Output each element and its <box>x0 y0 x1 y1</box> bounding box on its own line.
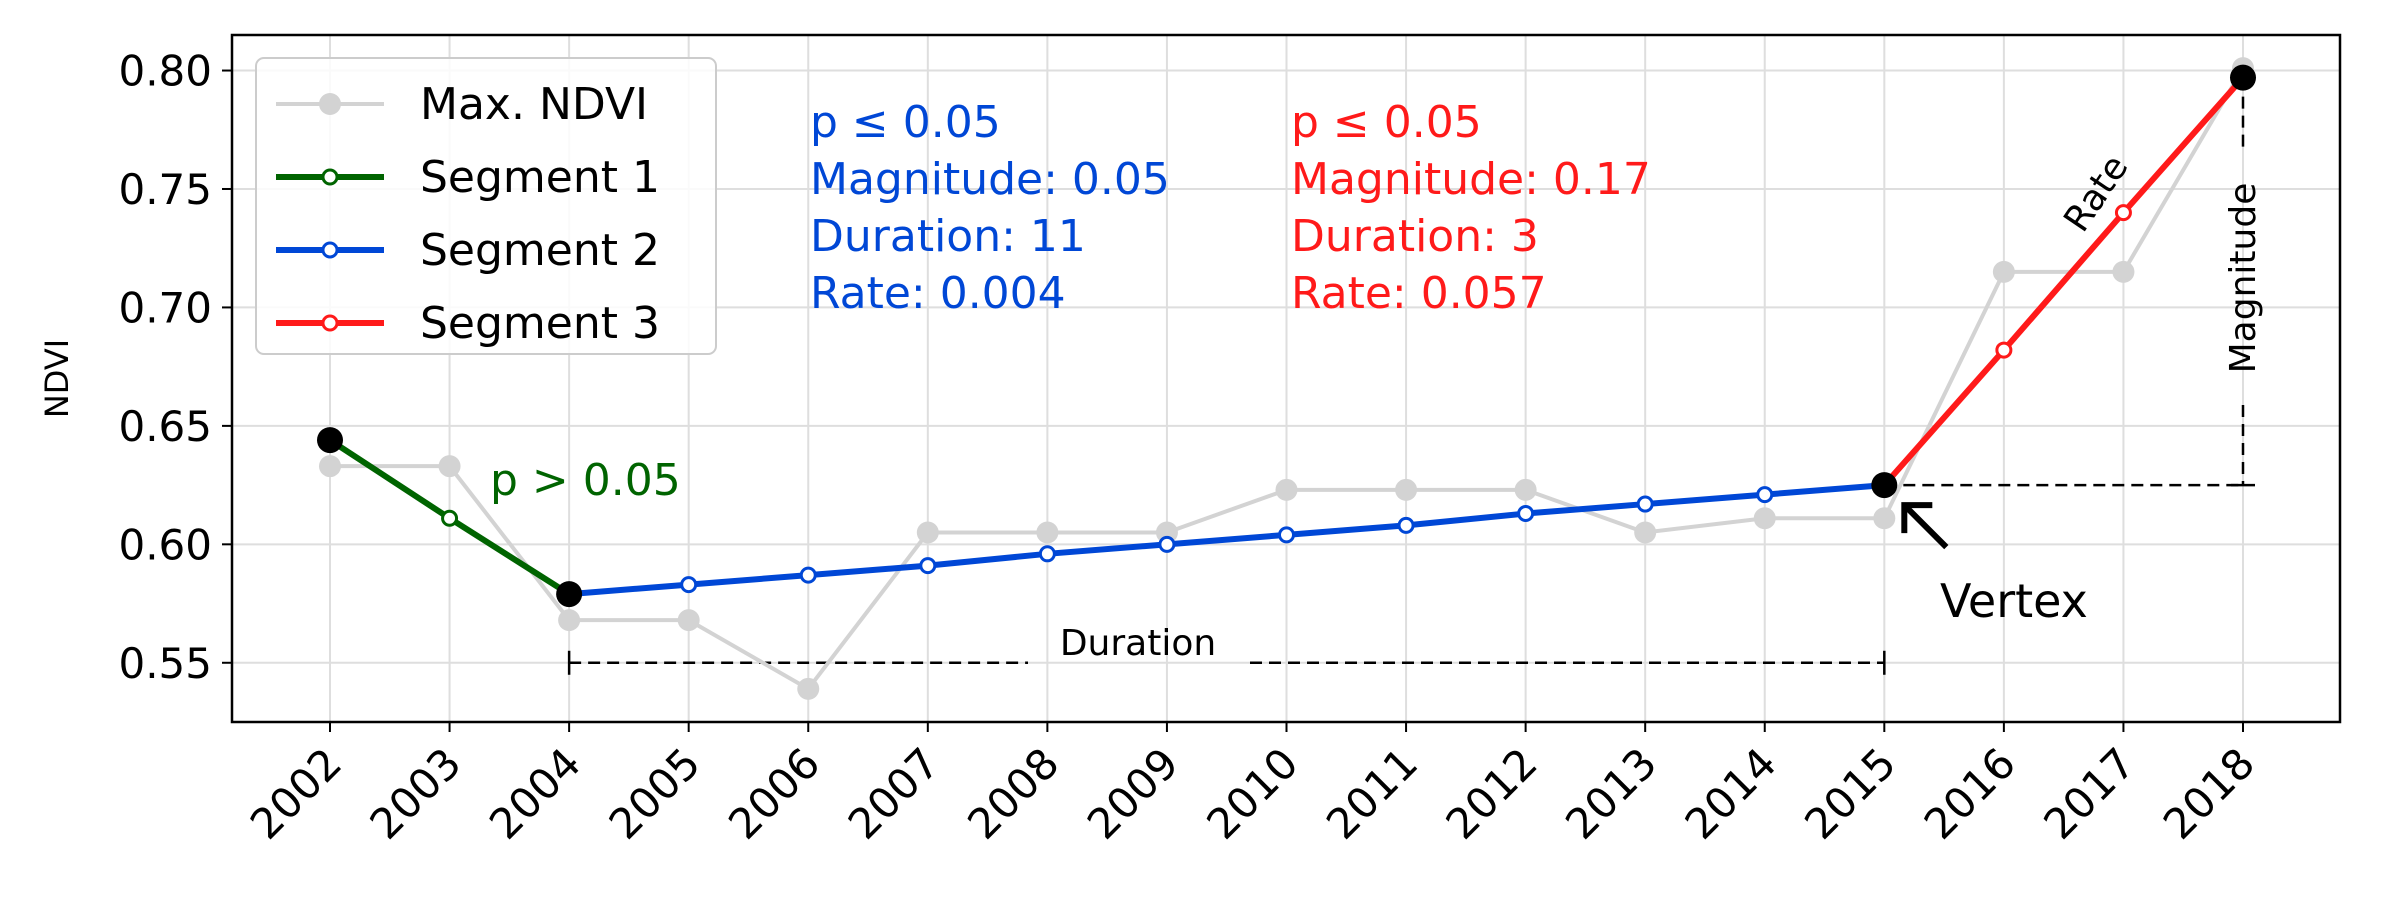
segment2-stat-text: Duration: 11 <box>810 211 1086 262</box>
y-tick-label: 0.60 <box>118 520 212 569</box>
y-tick-label: 0.80 <box>118 47 212 96</box>
max-ndvi-point <box>677 609 700 632</box>
segment-point <box>680 576 698 594</box>
segment3-stat-text: Magnitude: 0.17 <box>1291 154 1651 205</box>
x-tick-label: 2005 <box>600 738 710 848</box>
x-tick-label: 2003 <box>360 738 470 848</box>
vertex-arrow-head <box>1901 502 1933 534</box>
legend-label: Segment 2 <box>420 225 660 276</box>
segment-point <box>1397 516 1415 534</box>
segment-point <box>919 557 937 575</box>
max-ndvi-point <box>1753 507 1776 530</box>
segment2-stat-text: p ≤ 0.05 <box>810 97 1001 148</box>
x-tick-label: 2014 <box>1676 738 1786 848</box>
x-tick-label: 2018 <box>2154 738 2264 848</box>
vertex-point <box>317 427 343 454</box>
max-ndvi-point <box>1873 507 1896 530</box>
segment3-stat-text: p ≤ 0.05 <box>1291 97 1482 148</box>
segment-point <box>2114 204 2132 222</box>
segment2-stat-text: Magnitude: 0.05 <box>810 154 1170 205</box>
x-tick-label: 2017 <box>2034 738 2144 848</box>
segment-point <box>1038 545 1056 563</box>
series-points <box>317 57 2256 700</box>
x-tick-label: 2015 <box>1795 738 1905 848</box>
segment3-stat-text: Duration: 3 <box>1291 211 1539 262</box>
reference-annotations: Duration Magnitude <box>567 77 2264 675</box>
series-line-segment-2 <box>568 482 1885 598</box>
segment2-stat-text: Rate: 0.004 <box>810 268 1066 319</box>
magnitude-label: Magnitude <box>2223 183 2264 374</box>
x-tick-label: 2012 <box>1436 738 1546 848</box>
legend-label: Segment 3 <box>420 298 660 349</box>
legend-box <box>255 57 717 355</box>
vertex-point <box>556 581 583 608</box>
x-tick-label: 2002 <box>241 738 351 848</box>
y-tick-label: 0.65 <box>118 402 212 451</box>
max-ndvi-point <box>1634 521 1657 544</box>
rate-label: Rate <box>2056 148 2136 239</box>
segment-point <box>1636 495 1654 513</box>
segment3-stat-text: Rate: 0.057 <box>1291 268 1547 319</box>
y-axis-label: NDVI <box>38 339 76 418</box>
max-ndvi-point <box>558 609 581 632</box>
legend-label: Segment 1 <box>420 152 660 203</box>
max-ndvi-point <box>319 455 341 478</box>
max-ndvi-point <box>1036 521 1059 544</box>
vertex-point <box>1871 472 1898 499</box>
grid-lines <box>232 35 2340 722</box>
max-ndvi-point <box>438 455 461 478</box>
segment-point <box>1995 341 2013 359</box>
vertex-point <box>2230 64 2256 91</box>
x-tick-label: 2011 <box>1317 738 1427 848</box>
legend-marker <box>321 314 339 332</box>
legend-marker <box>321 168 339 186</box>
max-ndvi-point <box>797 677 820 700</box>
legend-label: Max. NDVI <box>420 79 648 130</box>
y-tick-label: 0.75 <box>118 165 212 214</box>
max-ndvi-point <box>916 521 939 544</box>
segment1-pvalue-text: p > 0.05 <box>490 455 681 506</box>
max-ndvi-point <box>1514 478 1537 501</box>
x-tick-label: 2004 <box>480 738 590 848</box>
x-tick-label: 2006 <box>719 738 829 848</box>
segment-point <box>799 566 817 584</box>
max-ndvi-point <box>1395 478 1418 501</box>
max-ndvi-point <box>1275 478 1298 501</box>
segment-point <box>1517 505 1535 523</box>
x-tick-label: 2008 <box>958 738 1068 848</box>
segment-point <box>1278 526 1295 544</box>
series-line-segment-3 <box>1882 75 2246 488</box>
y-tick-label: 0.55 <box>118 639 212 688</box>
x-tick-label: 2009 <box>1078 738 1188 848</box>
duration-label: Duration <box>1060 623 1216 664</box>
legend-marker <box>319 93 341 115</box>
max-ndvi-point <box>2112 260 2135 283</box>
vertex-label: Vertex <box>1940 574 2088 628</box>
text-annotations: p > 0.05 p ≤ 0.05 Magnitude: 0.05 Duration:… <box>490 97 2137 628</box>
max-ndvi-point <box>1992 260 2015 283</box>
legend-marker <box>321 241 339 259</box>
y-tick-label: 0.70 <box>118 283 212 332</box>
segment-point <box>1158 535 1176 553</box>
vertex-arrow-shaft <box>1902 502 1949 550</box>
x-tick-label: 2013 <box>1556 738 1666 848</box>
segment-point <box>1756 486 1774 504</box>
legend: Max. NDVI Segment 1 Segment 2 Segment 3 <box>255 57 717 355</box>
x-tick-label: 2016 <box>1915 738 2025 848</box>
x-tick-label: 2007 <box>839 738 949 848</box>
segment-point <box>441 509 459 527</box>
x-tick-label: 2010 <box>1197 738 1307 848</box>
